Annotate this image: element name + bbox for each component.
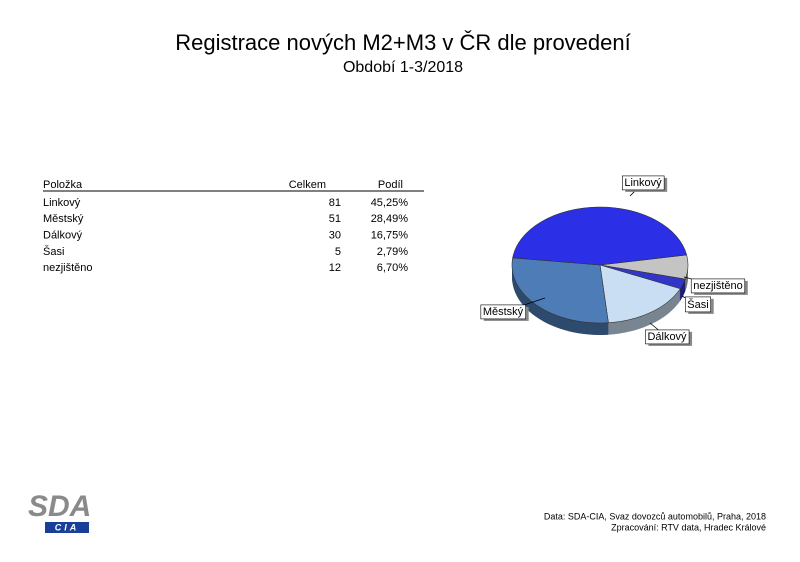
table-header: Celkem	[289, 179, 326, 191]
subtitle: Období 1-3/2018	[343, 59, 463, 76]
table-cell: 6,70%	[377, 262, 408, 274]
table-cell: 12	[329, 262, 341, 274]
footer-source: Data: SDA-CIA, Svaz dovozců automobilů, …	[544, 511, 766, 521]
table-cell: 16,75%	[371, 230, 409, 242]
table-cell: Městský	[43, 213, 84, 225]
table-cell: 5	[335, 246, 341, 258]
table-cell: Linkový	[43, 197, 81, 209]
table-header: Podíl	[378, 179, 403, 191]
label-box	[684, 296, 712, 313]
table-cell: nezjištěno	[43, 262, 93, 274]
title: Registrace nových M2+M3 v ČR dle provede…	[175, 30, 631, 55]
table-cell: 28,49%	[371, 213, 409, 225]
table-cell: 45,25%	[371, 197, 409, 209]
table-cell: Šasi	[43, 245, 64, 258]
slice-label: nezjištěno	[693, 280, 743, 292]
label-box	[645, 329, 690, 345]
table-cell: 2,79%	[377, 246, 408, 258]
table-cell: Dálkový	[43, 230, 83, 242]
slice-label: Městský	[483, 306, 524, 318]
logo-sub: CIA	[55, 522, 80, 532]
slice	[599, 264, 681, 324]
label-box	[690, 278, 746, 294]
slice-label: Linkový	[624, 177, 662, 189]
footer-processing: Zpracování: RTV data, Hradec Králové	[611, 522, 766, 532]
slice-label: Šasi	[687, 298, 708, 311]
slice	[512, 206, 688, 266]
slice	[511, 257, 609, 324]
table-header: Položka	[43, 179, 83, 191]
table-cell: 30	[329, 230, 341, 242]
slice-label: Dálkový	[647, 331, 687, 343]
table-cell: 51	[329, 213, 341, 225]
logo: SDA	[28, 490, 91, 523]
table-cell: 81	[329, 197, 341, 209]
label-box	[480, 304, 526, 320]
label-box	[622, 175, 665, 191]
logo-bar	[45, 522, 89, 533]
